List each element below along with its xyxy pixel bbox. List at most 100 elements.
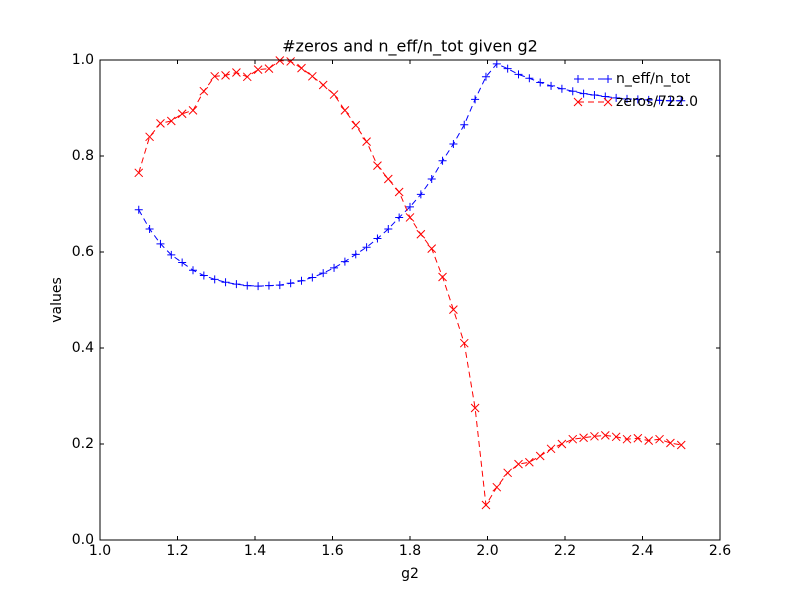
marker <box>351 250 360 259</box>
marker <box>156 239 165 248</box>
marker <box>547 81 556 90</box>
marker <box>406 202 414 211</box>
marker <box>340 257 349 266</box>
marker <box>166 116 176 126</box>
marker <box>297 63 306 73</box>
marker <box>394 187 404 197</box>
marker <box>373 161 382 170</box>
marker <box>329 90 339 99</box>
marker <box>503 468 513 478</box>
marker <box>383 174 393 184</box>
marker <box>676 440 686 450</box>
marker <box>677 96 686 105</box>
marker <box>633 433 643 443</box>
x-tick-label: 1.8 <box>399 543 421 559</box>
marker <box>460 120 469 129</box>
marker <box>590 431 599 441</box>
marker <box>524 457 534 467</box>
marker <box>210 275 219 284</box>
marker <box>574 75 582 83</box>
marker <box>568 434 578 444</box>
marker <box>557 439 567 449</box>
marker <box>199 271 208 280</box>
marker <box>340 106 350 115</box>
marker <box>373 234 382 243</box>
marker <box>330 263 339 272</box>
marker <box>481 500 491 510</box>
marker <box>242 72 252 82</box>
marker <box>525 74 534 83</box>
marker <box>603 97 613 107</box>
marker <box>459 338 469 348</box>
marker <box>427 175 436 184</box>
marker <box>351 120 361 130</box>
x-tick-label: 1.6 <box>321 543 343 559</box>
x-axis-label: g2 <box>401 566 419 582</box>
marker <box>395 213 404 222</box>
x-tick-label: 1.2 <box>166 543 188 559</box>
marker <box>579 89 588 98</box>
marker <box>633 95 642 104</box>
marker <box>253 65 263 74</box>
marker <box>568 87 577 96</box>
marker <box>666 438 675 448</box>
marker <box>384 224 393 233</box>
marker <box>167 250 176 259</box>
legend-label: zeros/722.0 <box>616 94 698 110</box>
marker <box>471 95 480 104</box>
marker <box>612 93 621 102</box>
marker <box>319 269 328 278</box>
marker <box>405 213 415 222</box>
marker <box>449 305 458 314</box>
marker <box>503 64 512 73</box>
marker <box>134 205 143 214</box>
chart-title: #zeros and n_eff/n_tot given g2 <box>282 37 538 57</box>
y-tick-label: 1.0 <box>72 52 94 68</box>
y-tick-label: 0.2 <box>72 436 94 452</box>
marker <box>210 71 220 81</box>
marker <box>492 482 502 492</box>
marker <box>362 137 371 146</box>
legend-label: n_eff/n_tot <box>616 71 691 87</box>
marker <box>557 84 566 93</box>
marker <box>438 272 447 282</box>
x-tick-label: 1.4 <box>244 543 266 559</box>
marker <box>514 70 523 79</box>
x-tick-label: 1.0 <box>89 543 111 559</box>
x-tick-label: 2.4 <box>631 543 653 559</box>
marker <box>644 95 653 104</box>
marker <box>275 281 284 290</box>
marker <box>492 59 501 68</box>
marker <box>536 78 545 87</box>
y-tick-label: 0.4 <box>72 340 94 356</box>
marker <box>604 75 612 83</box>
marker <box>535 451 545 461</box>
marker <box>644 436 654 445</box>
marker <box>655 96 664 105</box>
marker <box>286 279 295 288</box>
marker <box>546 444 556 454</box>
marker <box>573 97 583 107</box>
marker <box>590 91 599 100</box>
marker <box>666 96 675 105</box>
marker <box>579 433 588 443</box>
marker <box>600 431 610 440</box>
marker <box>297 276 306 285</box>
marker <box>188 106 198 115</box>
marker <box>254 282 263 291</box>
x-tick-label: 2.0 <box>476 543 498 559</box>
marker <box>286 57 296 66</box>
y-axis-label: values <box>49 277 65 323</box>
marker <box>199 86 209 96</box>
marker <box>427 244 437 253</box>
marker <box>655 434 664 444</box>
plot-frame <box>99 59 721 541</box>
y-tick-label: 0.0 <box>72 532 94 548</box>
marker <box>623 94 631 103</box>
y-tick-label: 0.8 <box>72 148 94 164</box>
marker <box>243 281 252 290</box>
marker <box>308 273 317 282</box>
marker <box>416 190 425 199</box>
marker <box>470 403 480 413</box>
